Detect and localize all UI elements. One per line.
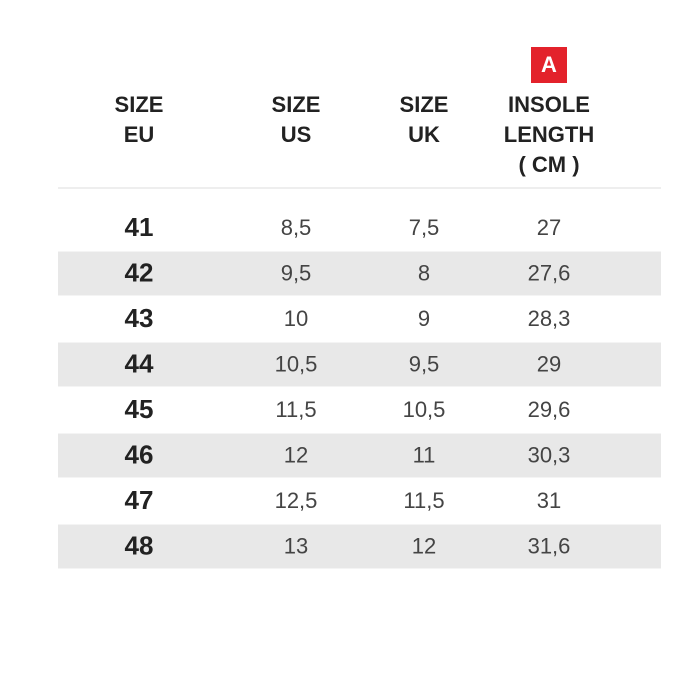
size-eu: 42	[125, 257, 154, 287]
table-cell: 9,5	[409, 351, 440, 376]
badge-box	[531, 47, 567, 83]
table-cell: 29,6	[528, 397, 571, 422]
size-eu: 48	[125, 530, 154, 560]
table-cell: 8	[418, 260, 430, 285]
row-stripe	[58, 524, 661, 569]
table-cell: 12	[284, 442, 308, 467]
table-cell: 11	[413, 442, 436, 467]
size-eu: 43	[125, 303, 154, 333]
table-cell: 13	[284, 533, 308, 558]
column-header: ( CM )	[518, 152, 579, 177]
column-header: UK	[408, 122, 440, 147]
table-cell: 12,5	[275, 488, 318, 513]
table-cell: 11,5	[403, 488, 444, 513]
badge-label: A	[541, 52, 557, 77]
row-stripe	[58, 342, 661, 387]
column-header: SIZE	[400, 92, 449, 117]
column-header: SIZE	[272, 92, 321, 117]
table-cell: 11,5	[275, 397, 316, 422]
table-cell: 31	[537, 488, 561, 513]
row-stripe	[58, 433, 661, 478]
table-cell: 9,5	[281, 260, 312, 285]
size-eu: 47	[125, 485, 154, 515]
column-header: US	[281, 122, 312, 147]
table-cell: 29	[537, 351, 561, 376]
table-cell: 27,6	[528, 260, 571, 285]
table-cell: 10,5	[403, 397, 446, 422]
table-cell: 7,5	[409, 215, 440, 240]
table-cell: 28,3	[528, 306, 571, 331]
size-eu: 44	[125, 348, 154, 378]
size-eu: 41	[125, 212, 154, 242]
table-cell: 10,5	[275, 351, 318, 376]
table-cell: 8,5	[281, 215, 312, 240]
table-cell: 27	[537, 215, 561, 240]
column-header: INSOLE	[508, 92, 590, 117]
column-header: LENGTH	[504, 122, 594, 147]
column-header: SIZE	[115, 92, 164, 117]
table-cell: 10	[284, 306, 308, 331]
table-cell: 9	[418, 306, 430, 331]
table-cell: 30,3	[528, 442, 571, 467]
size-eu: 45	[125, 394, 154, 424]
table-cell: 12	[412, 533, 436, 558]
row-stripe	[58, 251, 661, 296]
size-eu: 46	[125, 439, 154, 469]
table-cell: 31,6	[528, 533, 571, 558]
column-header: EU	[124, 122, 155, 147]
